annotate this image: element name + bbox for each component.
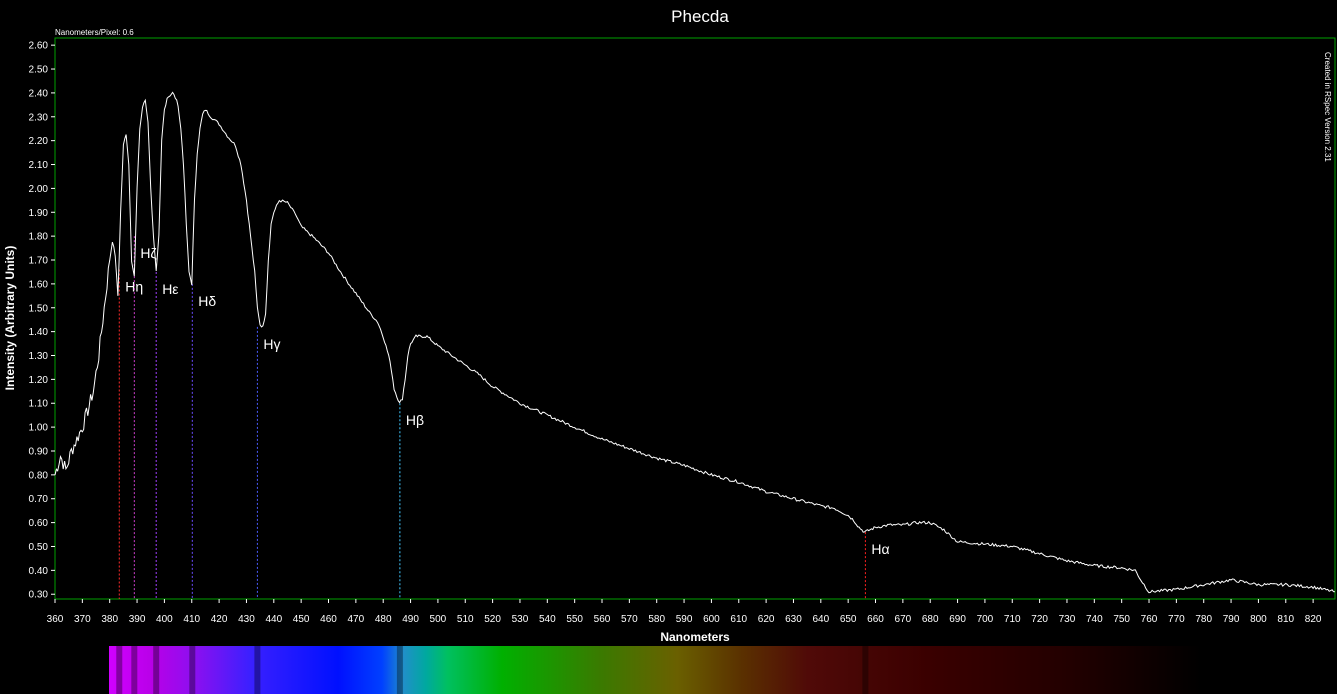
x-tick-label: 630 (785, 614, 802, 625)
balmer-label: Hη (125, 279, 143, 295)
y-tick-label: 1.00 (29, 423, 49, 434)
x-tick-label: 570 (621, 614, 638, 625)
x-tick-label: 720 (1031, 614, 1048, 625)
y-tick-label: 2.20 (29, 136, 49, 147)
x-tick-label: 390 (129, 614, 146, 625)
x-tick-label: 550 (566, 614, 583, 625)
x-tick-label: 400 (156, 614, 173, 625)
y-tick-label: 2.50 (29, 65, 49, 76)
y-tick-label: 0.90 (29, 446, 49, 457)
y-tick-label: 0.60 (29, 518, 49, 529)
x-tick-label: 460 (320, 614, 337, 625)
y-tick-label: 1.90 (29, 208, 49, 219)
balmer-label: Hε (162, 281, 178, 297)
balmer-label: Hβ (406, 412, 424, 428)
x-tick-label: 500 (430, 614, 447, 625)
y-tick-label: 2.00 (29, 184, 49, 195)
x-tick-label: 360 (47, 614, 64, 625)
x-tick-label: 510 (457, 614, 474, 625)
x-tick-label: 470 (348, 614, 365, 625)
x-tick-label: 820 (1305, 614, 1322, 625)
balmer-label: Hγ (263, 336, 280, 352)
x-tick-label: 600 (703, 614, 720, 625)
x-tick-label: 650 (840, 614, 857, 625)
x-tick-label: 590 (676, 614, 693, 625)
x-tick-label: 480 (375, 614, 392, 625)
x-tick-label: 700 (977, 614, 994, 625)
x-tick-label: 770 (1168, 614, 1185, 625)
x-tick-label: 440 (265, 614, 282, 625)
y-tick-label: 1.50 (29, 303, 49, 314)
x-tick-label: 660 (867, 614, 884, 625)
y-tick-label: 1.20 (29, 375, 49, 386)
y-tick-label: 0.50 (29, 542, 49, 553)
x-tick-label: 740 (1086, 614, 1103, 625)
x-tick-label: 730 (1059, 614, 1076, 625)
y-tick-label: 2.10 (29, 160, 49, 171)
y-tick-label: 1.80 (29, 232, 49, 243)
x-tick-label: 450 (293, 614, 310, 625)
software-note: Created in RSpec Version 2.31 (1323, 52, 1332, 162)
y-tick-label: 1.30 (29, 351, 49, 362)
x-tick-label: 790 (1223, 614, 1240, 625)
x-axis: 360 370 380 390 400 410 420 430 440 450 460 470 480 4… (47, 599, 1322, 625)
x-tick-label: 580 (648, 614, 665, 625)
y-tick-label: 2.30 (29, 112, 49, 123)
x-tick-label: 410 (183, 614, 200, 625)
x-tick-label: 640 (812, 614, 829, 625)
x-tick-label: 690 (949, 614, 966, 625)
balmer-label: Hδ (198, 293, 216, 309)
x-tick-label: 620 (758, 614, 775, 625)
resolution-note: Nanometers/Pixel: 0.6 (55, 28, 134, 37)
x-tick-label: 780 (1195, 614, 1212, 625)
y-tick-label: 1.40 (29, 327, 49, 338)
x-tick-label: 750 (1113, 614, 1130, 625)
x-tick-label: 560 (594, 614, 611, 625)
y-tick-label: 1.10 (29, 399, 49, 410)
y-tick-label: 0.30 (29, 590, 49, 601)
x-tick-label: 610 (730, 614, 747, 625)
y-tick-label: 0.70 (29, 494, 49, 505)
y-axis-title: Intensity (Arbitrary Units) (3, 246, 17, 391)
x-tick-label: 710 (1004, 614, 1021, 625)
x-tick-label: 680 (922, 614, 939, 625)
y-tick-label: 0.80 (29, 470, 49, 481)
x-tick-label: 530 (512, 614, 529, 625)
x-tick-label: 810 (1277, 614, 1294, 625)
x-tick-label: 370 (74, 614, 91, 625)
x-tick-label: 540 (539, 614, 556, 625)
spectrum-line (54, 91, 1336, 594)
balmer-label: Hζ (140, 245, 156, 261)
x-tick-label: 490 (402, 614, 419, 625)
x-tick-label: 520 (484, 614, 501, 625)
y-axis: 0.30 0.40 0.50 0.60 0.70 0.80 0.90 1.00 1.10 1.20… (29, 41, 55, 601)
x-tick-label: 760 (1141, 614, 1158, 625)
x-tick-label: 420 (211, 614, 228, 625)
x-tick-label: 430 (238, 614, 255, 625)
y-tick-label: 2.60 (29, 41, 49, 52)
y-tick-label: 1.70 (29, 256, 49, 267)
x-tick-label: 800 (1250, 614, 1267, 625)
x-axis-title: Nanometers (660, 630, 730, 644)
x-tick-label: 670 (895, 614, 912, 625)
y-tick-label: 1.60 (29, 279, 49, 290)
balmer-markers: Hη Hζ Hε Hδ Hγ Hβ Hα (118, 236, 890, 599)
chart-title: Phecda (671, 7, 729, 26)
y-tick-label: 0.40 (29, 566, 49, 577)
balmer-label: Hα (871, 541, 889, 557)
x-tick-label: 380 (101, 614, 118, 625)
y-tick-label: 2.40 (29, 88, 49, 99)
plot-frame (54, 37, 1336, 600)
visible-spectrum-strip (109, 646, 1201, 694)
